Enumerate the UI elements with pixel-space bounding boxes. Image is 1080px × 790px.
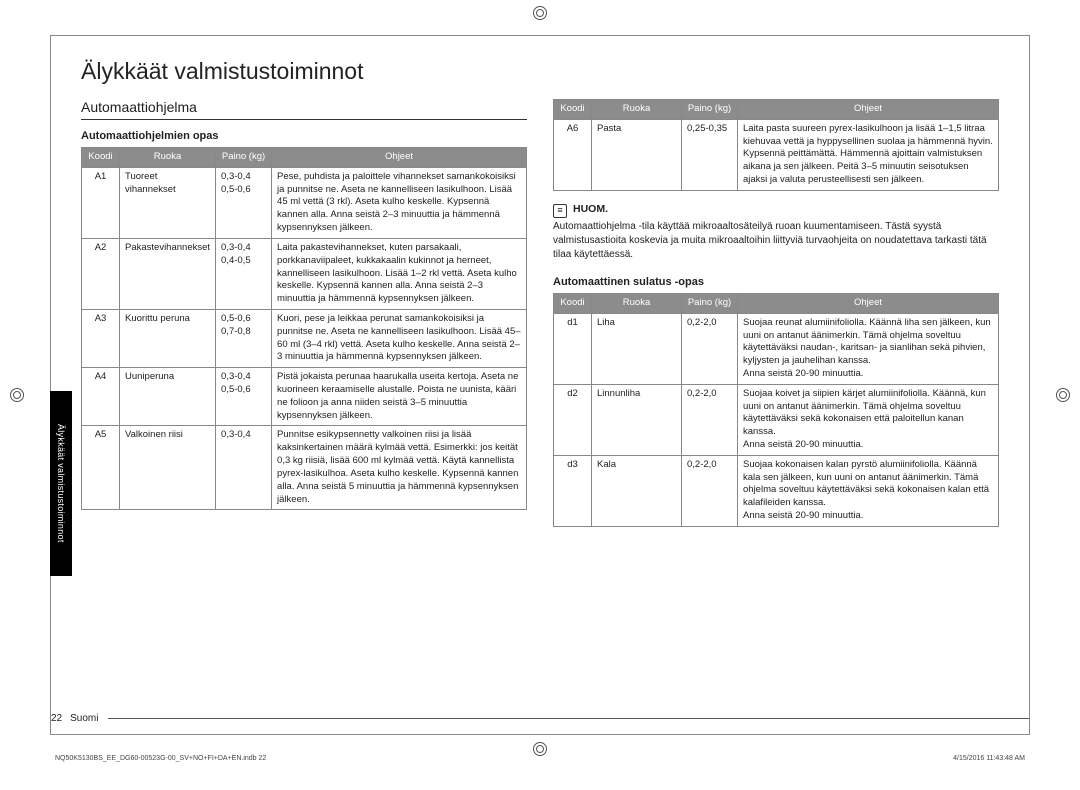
- cell-weight: 0,25-0,35: [682, 119, 738, 190]
- cell-code: A3: [82, 309, 120, 367]
- registration-mark-bottom: [533, 742, 547, 756]
- cell-instructions: Punnitse esikypsennetty valkoinen riisi …: [272, 426, 527, 510]
- cell-weight: 0,5-0,6 0,7-0,8: [216, 309, 272, 367]
- th-food: Ruoka: [592, 100, 682, 120]
- th-food: Ruoka: [120, 148, 216, 168]
- page-number: 22: [51, 713, 62, 724]
- page-language: Suomi: [70, 713, 98, 724]
- registration-mark-top: [533, 6, 547, 20]
- cell-code: A1: [82, 167, 120, 238]
- table-row: A3Kuorittu peruna0,5-0,6 0,7-0,8Kuori, p…: [82, 309, 527, 367]
- th-code: Koodi: [554, 293, 592, 313]
- cell-weight: 0,3-0,4 0,4-0,5: [216, 238, 272, 309]
- cell-code: A5: [82, 426, 120, 510]
- two-column-layout: Automaattiohjelma Automaattiohjelmien op…: [81, 99, 999, 527]
- cell-instructions: Suojaa kokonaisen kalan pyrstö alumiinif…: [738, 455, 999, 526]
- cell-instructions: Kuori, pese ja leikkaa perunat samankoko…: [272, 309, 527, 367]
- note-label: HUOM.: [573, 203, 608, 215]
- section-heading-auto: Automaattiohjelma: [81, 99, 527, 120]
- imprint-timestamp: 4/15/2016 11:43:48 AM: [953, 755, 1025, 762]
- cell-code: A4: [82, 368, 120, 426]
- table-row: A5Valkoinen riisi0,3-0,4Punnitse esikyps…: [82, 426, 527, 510]
- page-footer: 22 Suomi: [51, 713, 1029, 724]
- th-instr: Ohjeet: [738, 293, 999, 313]
- cell-food: Liha: [592, 313, 682, 384]
- cell-instructions: Suojaa koivet ja siipien kärjet alumiini…: [738, 384, 999, 455]
- cell-instructions: Laita pasta suureen pyrex-lasikulhoon ja…: [738, 119, 999, 190]
- imprint-file: NQ50K5130BS_EE_DG60-00523G-00_SV+NO+FI+D…: [55, 755, 266, 762]
- cell-weight: 0,3-0,4 0,5-0,6: [216, 368, 272, 426]
- cell-code: d3: [554, 455, 592, 526]
- auto-program-table-cont: Koodi Ruoka Paino (kg) Ohjeet A6Pasta0,2…: [553, 99, 999, 191]
- cell-code: d1: [554, 313, 592, 384]
- table-row: A4Uuniperuna0,3-0,4 0,5-0,6Pistä jokaist…: [82, 368, 527, 426]
- note-text: Automaattiohjelma -tila käyttää mikroaal…: [553, 220, 999, 262]
- cell-food: Kuorittu peruna: [120, 309, 216, 367]
- th-food: Ruoka: [592, 293, 682, 313]
- right-column: Koodi Ruoka Paino (kg) Ohjeet A6Pasta0,2…: [553, 99, 999, 527]
- cell-code: d2: [554, 384, 592, 455]
- th-weight: Paino (kg): [682, 293, 738, 313]
- left-column: Automaattiohjelma Automaattiohjelmien op…: [81, 99, 527, 527]
- guide2-heading: Automaattinen sulatus -opas: [553, 276, 999, 288]
- th-instr: Ohjeet: [272, 148, 527, 168]
- cell-food: Linnunliha: [592, 384, 682, 455]
- cell-instructions: Suojaa reunat alumiinifoliolla. Käännä l…: [738, 313, 999, 384]
- cell-instructions: Laita pakastevihannekset, kuten parsakaa…: [272, 238, 527, 309]
- registration-mark-right: [1056, 388, 1070, 402]
- cell-code: A2: [82, 238, 120, 309]
- cell-food: Uuniperuna: [120, 368, 216, 426]
- th-weight: Paino (kg): [682, 100, 738, 120]
- cell-code: A6: [554, 119, 592, 190]
- cell-instructions: Pese, puhdista ja paloittele vihannekset…: [272, 167, 527, 238]
- table-row: A2Pakastevihannekset0,3-0,4 0,4-0,5Laita…: [82, 238, 527, 309]
- footer-rule: [108, 718, 1029, 719]
- page-frame: Älykkäät valmistustoiminnot Älykkäät val…: [50, 35, 1030, 735]
- registration-mark-left: [10, 388, 24, 402]
- cell-instructions: Pistä jokaista perunaa haarukalla useita…: [272, 368, 527, 426]
- cell-food: Tuoreet vihannekset: [120, 167, 216, 238]
- cell-food: Kala: [592, 455, 682, 526]
- cell-food: Pasta: [592, 119, 682, 190]
- note-icon: ≡: [553, 204, 567, 218]
- imprint-line: NQ50K5130BS_EE_DG60-00523G-00_SV+NO+FI+D…: [55, 755, 1025, 762]
- section-side-tab: Älykkäät valmistustoiminnot: [50, 391, 72, 576]
- table-row: d2Linnunliha0,2-2,0Suojaa koivet ja siip…: [554, 384, 999, 455]
- cell-weight: 0,3-0,4 0,5-0,6: [216, 167, 272, 238]
- cell-food: Valkoinen riisi: [120, 426, 216, 510]
- defrost-table: Koodi Ruoka Paino (kg) Ohjeet d1Liha0,2-…: [553, 293, 999, 527]
- table-row: d1Liha0,2-2,0Suojaa reunat alumiinifolio…: [554, 313, 999, 384]
- cell-weight: 0,3-0,4: [216, 426, 272, 510]
- table-row: d3Kala0,2-2,0Suojaa kokonaisen kalan pyr…: [554, 455, 999, 526]
- page-title: Älykkäät valmistustoiminnot: [81, 58, 999, 85]
- cell-weight: 0,2-2,0: [682, 384, 738, 455]
- th-code: Koodi: [554, 100, 592, 120]
- table-row: A6Pasta0,25-0,35Laita pasta suureen pyre…: [554, 119, 999, 190]
- guide1-heading: Automaattiohjelmien opas: [81, 130, 527, 142]
- auto-program-table: Koodi Ruoka Paino (kg) Ohjeet A1Tuoreet …: [81, 147, 527, 510]
- note-block: ≡ HUOM.: [553, 203, 999, 218]
- th-instr: Ohjeet: [738, 100, 999, 120]
- th-code: Koodi: [82, 148, 120, 168]
- th-weight: Paino (kg): [216, 148, 272, 168]
- cell-weight: 0,2-2,0: [682, 313, 738, 384]
- table-row: A1Tuoreet vihannekset0,3-0,4 0,5-0,6Pese…: [82, 167, 527, 238]
- cell-food: Pakastevihannekset: [120, 238, 216, 309]
- cell-weight: 0,2-2,0: [682, 455, 738, 526]
